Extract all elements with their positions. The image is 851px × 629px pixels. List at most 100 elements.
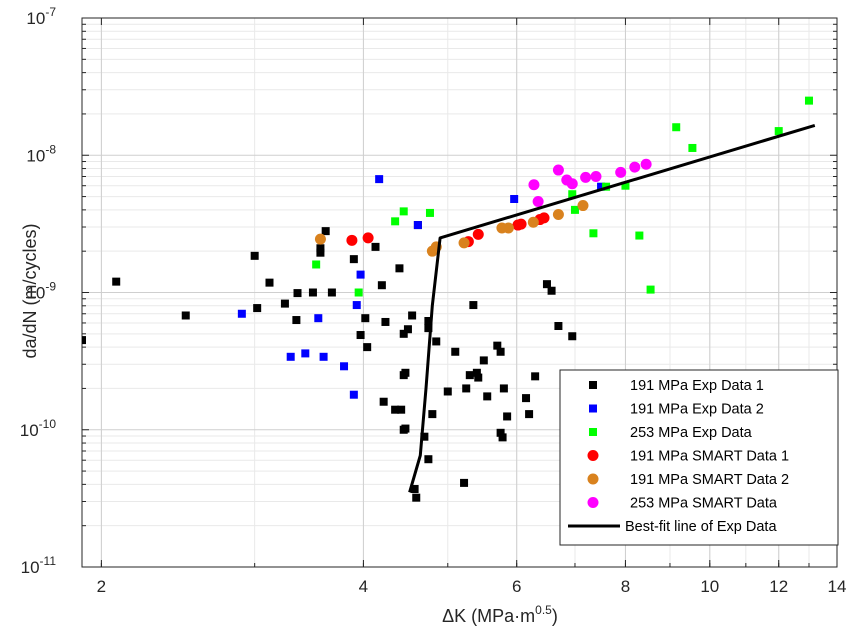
point-191-mpa-exp-data-1 (361, 314, 370, 323)
y-tick-label: 10-8 (26, 142, 56, 165)
x-tick-label: 8 (621, 577, 630, 596)
point-253-mpa-exp-data (354, 288, 363, 297)
point-191-mpa-exp-data-2 (510, 194, 519, 203)
point-191-mpa-exp-data-1 (420, 432, 429, 441)
point-191-mpa-exp-data-1 (399, 329, 408, 338)
point-253-mpa-smart-data (590, 171, 602, 183)
point-191-mpa-smart-data-2 (552, 209, 564, 221)
point-191-mpa-exp-data-1 (280, 299, 289, 308)
point-191-mpa-exp-data-1 (349, 255, 358, 264)
x-tick-label: 6 (512, 577, 521, 596)
point-191-mpa-smart-data-2 (458, 237, 470, 249)
legend: 191 MPa Exp Data 1 191 MPa Exp Data 2 253 … (559, 369, 839, 546)
point-191-mpa-exp-data-1 (293, 289, 302, 298)
point-191-mpa-exp-data-1 (265, 278, 274, 287)
point-191-mpa-exp-data-1 (363, 343, 372, 352)
point-253-mpa-smart-data (615, 166, 627, 178)
point-191-mpa-exp-data-1 (474, 373, 483, 382)
legend-marker (589, 404, 597, 413)
point-191-mpa-exp-data-1 (253, 304, 262, 313)
point-253-mpa-exp-data (399, 207, 408, 216)
point-191-mpa-exp-data-1 (503, 412, 512, 421)
legend-marker (587, 450, 599, 461)
point-191-mpa-exp-data-1 (412, 493, 421, 502)
point-191-mpa-exp-data-1 (401, 368, 410, 377)
point-191-mpa-exp-data-1 (428, 410, 437, 419)
point-191-mpa-exp-data-2 (301, 349, 310, 358)
point-191-mpa-exp-data-1 (522, 394, 531, 403)
point-191-mpa-exp-data-1 (82, 336, 86, 345)
point-191-mpa-exp-data-1 (371, 242, 380, 251)
legend-box (559, 369, 839, 546)
x-tick-label: 10 (700, 577, 719, 596)
legend-marker (589, 428, 597, 436)
point-253-mpa-exp-data (774, 127, 783, 136)
point-191-mpa-exp-data-1 (525, 410, 534, 419)
x-tick-label: 2 (97, 577, 106, 596)
point-253-mpa-smart-data (532, 196, 544, 208)
point-191-mpa-exp-data-2 (349, 390, 358, 399)
point-191-mpa-smart-data-1 (346, 234, 358, 246)
x-axis-label-exponent: 0.5 (535, 603, 552, 617)
point-191-mpa-smart-data-2 (314, 233, 326, 245)
point-253-mpa-exp-data (589, 229, 598, 238)
point-191-mpa-exp-data-2 (375, 175, 384, 184)
y-tick-label: 10-10 (20, 417, 57, 440)
point-191-mpa-exp-data-2 (314, 314, 323, 323)
point-191-mpa-exp-data-2 (356, 270, 365, 279)
point-191-mpa-exp-data-1 (316, 248, 325, 257)
point-191-mpa-exp-data-1 (424, 316, 433, 325)
point-191-mpa-exp-data-1 (321, 227, 330, 236)
point-191-mpa-exp-data-1 (424, 324, 433, 333)
point-191-mpa-exp-data-1 (462, 384, 471, 393)
point-191-mpa-exp-data-1 (292, 316, 301, 325)
x-tick-labels: 2 4 6 8 10 12 14 (97, 577, 847, 596)
point-191-mpa-exp-data-1 (381, 317, 390, 326)
point-191-mpa-exp-data-2 (340, 362, 349, 371)
point-191-mpa-exp-data-1 (568, 332, 577, 341)
point-191-mpa-exp-data-1 (469, 301, 478, 310)
series-line-best-fit-line-of-exp-data (408, 123, 816, 493)
point-253-mpa-smart-data (640, 158, 652, 170)
point-253-mpa-exp-data (621, 181, 630, 190)
point-191-mpa-exp-data-1 (397, 405, 406, 414)
point-191-mpa-exp-data-1 (496, 347, 505, 356)
data-marks (82, 96, 816, 502)
x-tick-label: 12 (769, 577, 788, 596)
point-191-mpa-exp-data-2 (352, 301, 361, 310)
point-191-mpa-exp-data-1 (443, 387, 452, 396)
point-191-mpa-exp-data-1 (112, 277, 121, 286)
y-tick-label: 10-9 (26, 280, 56, 303)
point-191-mpa-exp-data-1 (547, 286, 556, 295)
point-191-mpa-smart-data-1 (362, 232, 374, 244)
point-191-mpa-exp-data-1 (496, 428, 505, 437)
major-grid (82, 18, 837, 567)
point-191-mpa-exp-data-1 (498, 433, 507, 442)
point-191-mpa-exp-data-2 (286, 352, 295, 361)
point-191-mpa-exp-data-1 (356, 331, 365, 340)
legend-label: 191 MPa Exp Data 2 (630, 402, 764, 418)
point-191-mpa-exp-data-2 (597, 182, 606, 191)
point-191-mpa-exp-data-1 (181, 311, 190, 320)
point-191-mpa-exp-data-1 (460, 478, 469, 487)
point-191-mpa-exp-data-1 (483, 392, 492, 401)
point-253-mpa-exp-data (804, 96, 813, 105)
point-253-mpa-exp-data (391, 217, 400, 226)
point-253-mpa-exp-data (312, 260, 321, 269)
point-191-mpa-exp-data-2 (319, 352, 328, 361)
point-191-mpa-exp-data-1 (391, 405, 400, 414)
point-191-mpa-exp-data-1 (395, 264, 404, 273)
point-253-mpa-smart-data (629, 161, 641, 173)
point-253-mpa-smart-data (552, 164, 564, 176)
point-191-mpa-exp-data-1 (542, 280, 551, 289)
point-253-mpa-exp-data (646, 285, 655, 294)
legend-label: 253 MPa SMART Data (630, 496, 778, 512)
point-191-mpa-exp-data-1 (451, 347, 460, 356)
y-tick-label: 10-7 (26, 5, 56, 28)
point-191-mpa-smart-data-1 (538, 212, 550, 224)
point-191-mpa-smart-data-1 (472, 228, 484, 240)
point-191-mpa-exp-data-1 (403, 325, 412, 334)
point-253-mpa-exp-data (570, 205, 579, 214)
point-191-mpa-exp-data-1 (401, 424, 410, 433)
